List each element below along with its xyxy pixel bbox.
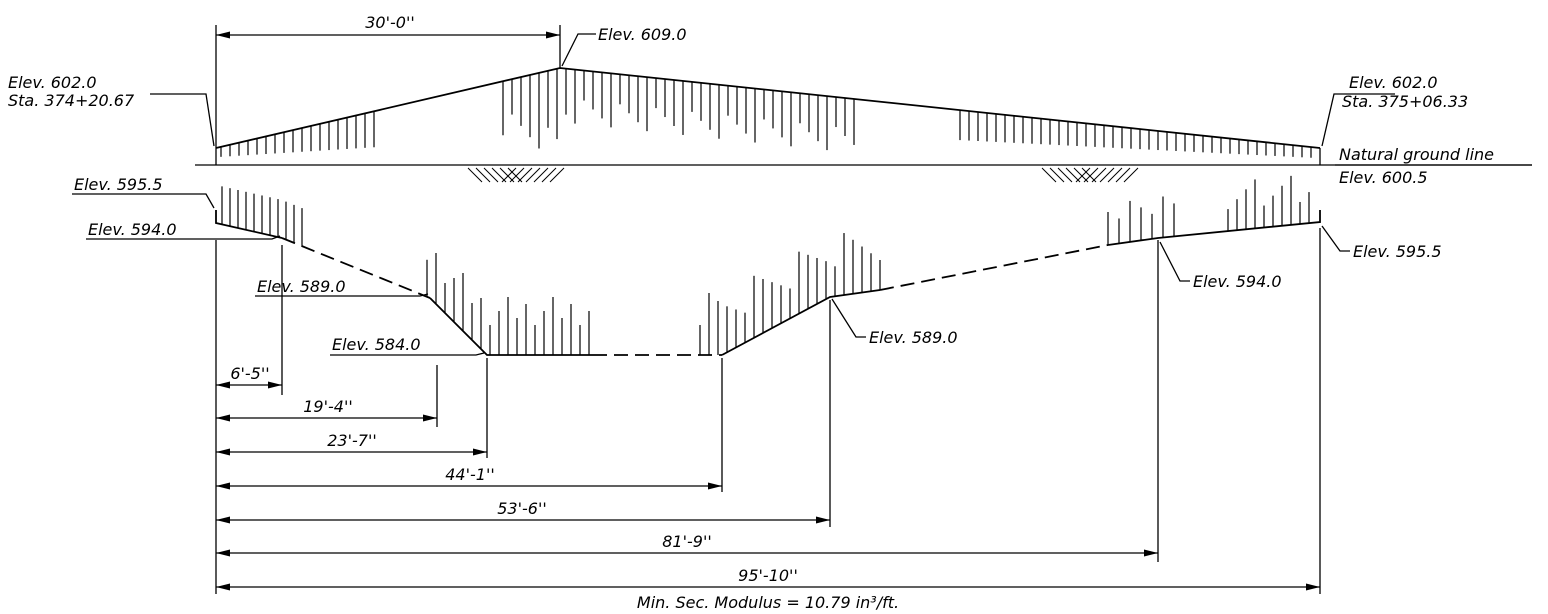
upper-pressure-ticks (220, 68, 1312, 158)
dimension-95-10-text: 95'-10'' (738, 566, 798, 585)
hatch-stroke (467, 167, 483, 183)
hatch-stroke (549, 167, 565, 183)
dimension-19-4: 19'-4'' (216, 397, 437, 422)
callout-left-584-0: Elev. 584.0 (330, 335, 485, 356)
hatch-stroke (1107, 167, 1123, 183)
callout-right-595-5: Elev. 595.5 (1321, 225, 1442, 261)
dimension-53-6-text: 53'-6'' (497, 499, 547, 518)
callout-right-top: Elev. 602.0 Sta. 375+06.33 (1321, 73, 1468, 147)
hatch-stroke (1057, 167, 1073, 183)
lower-solid-right (1107, 210, 1321, 246)
dimension-23-7-text: 23'-7'' (327, 431, 377, 450)
callout-left-top: Elev. 602.0 Sta. 374+20.67 (8, 73, 215, 147)
hatch-stroke (1049, 167, 1065, 183)
peak-elev-text: Elev. 609.0 (598, 25, 687, 44)
dimension-44-1-text: 44'-1'' (445, 465, 495, 484)
right-sta-text: Sta. 375+06.33 (1342, 92, 1468, 111)
dimension-6-5-text: 6'-5'' (230, 364, 269, 383)
callout-left-589-0: Elev. 589.0 (255, 277, 429, 297)
hatch-stroke (1041, 167, 1057, 183)
top-dim-arrow-right (546, 31, 560, 39)
dimension-19-4-text: 19'-4'' (303, 397, 353, 416)
right-589-0-text: Elev. 589.0 (869, 328, 958, 347)
left-594-0-text: Elev. 594.0 (88, 220, 177, 239)
hatch-stroke (483, 167, 499, 183)
lower-solid-mid-right (721, 289, 881, 356)
upper-pressure-envelope (215, 67, 1321, 149)
hatch-stroke (541, 167, 557, 183)
lower-dashed-left (281, 237, 431, 299)
hatch-stroke (501, 167, 517, 183)
lower-solid-mid-left (429, 297, 593, 356)
hatch-stroke (1075, 167, 1091, 183)
dimension-53-6: 53'-6'' (216, 499, 830, 524)
dimension-81-9-text: 81'-9'' (662, 532, 712, 551)
callout-left-594-0: Elev. 594.0 (86, 220, 281, 240)
hatch-stroke (525, 167, 541, 183)
dimension-6-5: 6'-5'' (216, 364, 282, 389)
hatch-stroke (509, 167, 525, 183)
hatch-stroke (1123, 167, 1139, 183)
callout-peak: Elev. 609.0 (561, 25, 687, 67)
dimension-44-1: 44'-1'' (216, 465, 722, 490)
hatch-stroke (1091, 167, 1107, 183)
natural-ground-text: Natural ground line (1339, 145, 1494, 164)
hatch-stroke (1115, 167, 1131, 183)
dimension-81-9: 81'-9'' (216, 532, 1158, 557)
ground-hatch-right (1020, 164, 1160, 183)
hatch-stroke (533, 167, 549, 183)
dimension-95-10: 95'-10'' (216, 566, 1320, 591)
natural-ground-elev-text: Elev. 600.5 (1339, 168, 1428, 187)
lower-pressure-ticks (221, 175, 1310, 355)
ground-hatch-left (446, 164, 586, 183)
hatch-stroke (517, 167, 533, 183)
left-595-5-text: Elev. 595.5 (74, 175, 163, 194)
right-595-5-text: Elev. 595.5 (1353, 242, 1442, 261)
left-sta-text: Sta. 374+20.67 (8, 91, 135, 110)
hatch-stroke (1083, 167, 1099, 183)
section-modulus-note: Min. Sec. Modulus = 10.79 in³/ft. (637, 593, 899, 612)
top-dimension-text: 30'-0'' (365, 13, 415, 32)
callout-left-595-5: Elev. 595.5 (72, 175, 215, 209)
right-elev-text: Elev. 602.0 (1349, 73, 1438, 92)
left-589-0-text: Elev. 589.0 (257, 277, 346, 296)
callout-right-594-0: Elev. 594.0 (1159, 241, 1282, 291)
callout-right-589-0: Elev. 589.0 (831, 298, 958, 347)
right-594-0-text: Elev. 594.0 (1193, 272, 1282, 291)
top-dim-arrow-left (216, 31, 230, 39)
lower-solid-left (215, 210, 283, 239)
left-elev-text: Elev. 602.0 (8, 73, 97, 92)
lower-dashed-right (879, 244, 1109, 291)
hatch-stroke (1099, 167, 1115, 183)
dimension-23-7: 23'-7'' (216, 431, 487, 456)
hatch-stroke (475, 167, 491, 183)
left-584-0-text: Elev. 584.0 (332, 335, 421, 354)
callout-natural-ground: Natural ground line Elev. 600.5 (1335, 145, 1532, 187)
